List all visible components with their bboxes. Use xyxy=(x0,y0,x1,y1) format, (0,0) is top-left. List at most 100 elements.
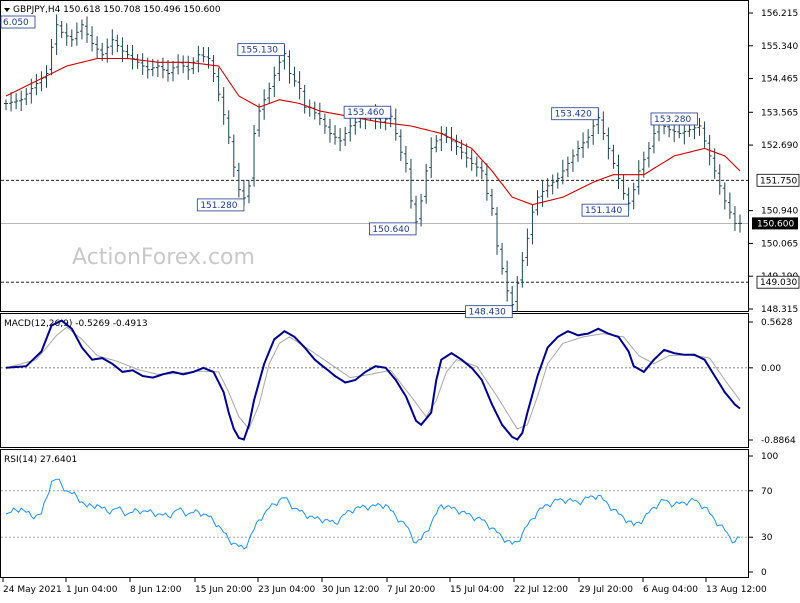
macd-y-tick-label: -0.8864 xyxy=(761,436,796,446)
rsi-line xyxy=(5,478,741,550)
symbol-dropdown-icon[interactable] xyxy=(4,8,10,12)
annotation-label: 153.420 xyxy=(555,110,592,120)
ohlc-bar xyxy=(171,61,176,82)
ohlc-bar xyxy=(95,36,100,59)
ohlc-bar xyxy=(525,228,530,266)
ohlc-bar xyxy=(252,124,257,187)
ohlc-bar xyxy=(515,276,520,313)
ohlc-bar xyxy=(424,164,429,204)
ohlc-bar xyxy=(646,142,651,168)
ohlc-bar xyxy=(727,192,732,219)
level-label: 151.750 xyxy=(760,176,797,186)
price-annotation: 150.640 xyxy=(369,221,417,236)
macd-main-line xyxy=(5,319,741,441)
ohlc-bar xyxy=(576,140,581,162)
annotation-label: 6.050 xyxy=(3,18,29,28)
ohlc-bar xyxy=(484,163,489,201)
price-y-tick-label: 148.315 xyxy=(761,305,798,315)
ohlc-bar xyxy=(636,160,641,195)
ohlc-bar xyxy=(160,57,165,79)
ohlc-bar xyxy=(327,118,332,143)
x-axis: 24 May 2021 1 Jun 04:00 8 Jun 12:00 15 Jun … xyxy=(2,578,767,595)
ohlc-bar xyxy=(520,252,525,288)
ohlc-bar xyxy=(570,149,575,172)
annotation-box xyxy=(343,105,392,119)
ohlc-bar xyxy=(489,188,494,216)
annotation-label: 155.130 xyxy=(241,46,278,56)
ohlc-bar xyxy=(4,99,8,111)
ohlc-bar xyxy=(408,158,413,209)
ohlc-bar xyxy=(495,207,500,255)
price-annotation: 6.050 xyxy=(0,15,36,29)
ohlc-bar xyxy=(59,20,64,39)
ohlc-bar xyxy=(236,162,241,198)
price-annotation: 151.140 xyxy=(581,203,630,217)
ohlc-bar xyxy=(621,174,626,200)
ohlc-bar xyxy=(555,172,560,189)
ohlc-bar xyxy=(257,103,262,137)
ohlc-bar xyxy=(722,182,727,210)
ohlc-bar xyxy=(267,82,272,104)
annotation-box xyxy=(581,203,630,217)
ohlc-bar xyxy=(297,71,302,100)
price-annotation: 153.420 xyxy=(551,107,599,121)
ohlc-bar xyxy=(469,149,474,171)
ohlc-bar xyxy=(586,129,591,149)
annotation-label: 148.430 xyxy=(469,308,506,318)
price-y-tick-label: 156.215 xyxy=(761,9,798,19)
ohlc-bar xyxy=(110,29,115,56)
ohlc-bar xyxy=(333,125,338,145)
ohlc-bar xyxy=(165,59,170,82)
ohlc-bar xyxy=(90,26,95,52)
x-tick-label: 30 Jun 12:00 xyxy=(322,585,379,595)
level-label-box xyxy=(756,275,800,289)
ohlc-bar xyxy=(201,46,206,63)
ohlc-bar xyxy=(732,206,737,232)
ohlc-bar xyxy=(79,19,84,40)
level-label: 149.030 xyxy=(760,278,797,288)
ohlc-bar xyxy=(403,145,408,173)
annotation-box xyxy=(650,112,699,126)
annotation-box xyxy=(369,222,417,236)
ohlc-bar xyxy=(545,178,550,198)
rsi-y-tick-label: 0 xyxy=(761,568,767,578)
ohlc-bar xyxy=(434,135,439,153)
ohlc-bar xyxy=(601,111,606,141)
ohlc-bar xyxy=(641,151,646,178)
ohlc-bar xyxy=(226,110,231,145)
ohlc-bar xyxy=(54,14,59,55)
ohlc-bar xyxy=(322,113,327,134)
ohlc-bar xyxy=(64,23,69,46)
ohlc-bar xyxy=(697,118,702,136)
price-y-tick-label: 153.565 xyxy=(761,108,798,118)
ohlc-bar xyxy=(29,78,34,104)
price-annotation: 153.460 xyxy=(343,105,392,119)
rsi-y-tick-label: 30 xyxy=(761,533,773,543)
ohlc-bar xyxy=(565,156,570,178)
price-annotation: 153.280 xyxy=(650,112,699,126)
ohlc-bar xyxy=(74,22,79,46)
ohlc-bar xyxy=(338,128,343,152)
x-tick-label: 15 Jun 20:00 xyxy=(195,585,252,595)
ohlc-bar xyxy=(581,132,586,159)
price-y-tick-label: 154.465 xyxy=(761,75,798,85)
current-price-label: 150.600 xyxy=(757,219,794,229)
annotation-box xyxy=(196,198,245,212)
annotation-label: 151.140 xyxy=(585,206,622,216)
annotation-label: 153.280 xyxy=(654,115,691,125)
annotation-box xyxy=(551,107,599,121)
macd-layer: 0.5628 0.00 -0.8864 xyxy=(1,318,796,446)
ohlc-bar xyxy=(130,44,135,70)
price-panel-header: GBPJPY,H4 150.618 150.708 150.496 150.60… xyxy=(13,5,221,15)
current-price-box xyxy=(752,217,798,230)
price-annotation: 148.430 xyxy=(465,304,513,319)
x-tick-label: 22 Jul 12:00 xyxy=(514,585,568,595)
macd-panel-frame xyxy=(0,313,749,448)
ohlc-bar xyxy=(474,156,479,177)
ohlc-bar xyxy=(84,16,89,43)
ohlc-bar xyxy=(196,45,201,73)
ohlc-bar xyxy=(19,90,24,111)
ohlc-bar xyxy=(505,260,510,302)
